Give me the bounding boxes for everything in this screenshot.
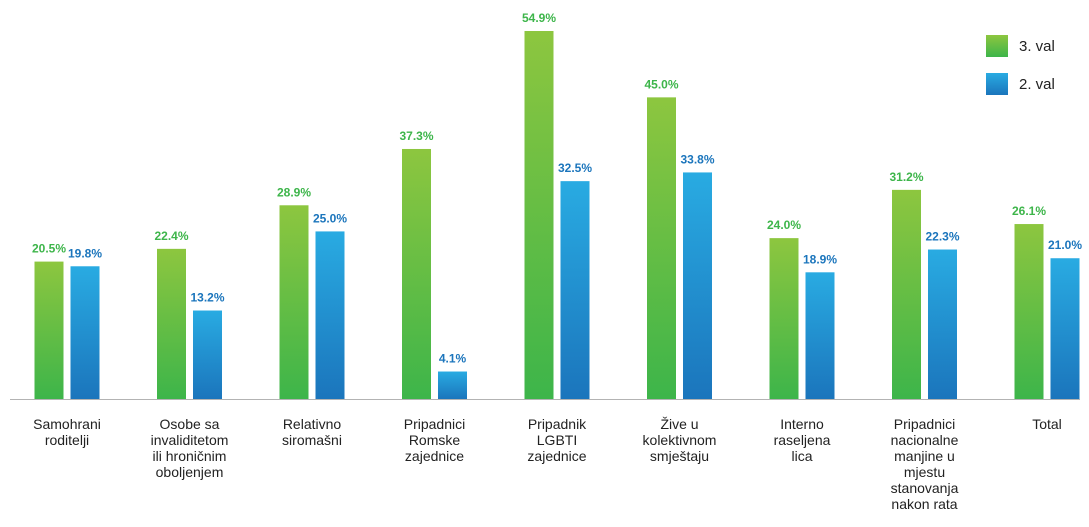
value-label-s1-4: 37.3% [399,129,433,143]
bar-s1-6 [647,97,676,399]
category-label-8-line-6: nakon rata [891,496,957,512]
category-label-2-line-3: ili hroničnim [153,448,227,464]
category-label-4-line-1: Pripadnici [404,416,465,432]
bar-s1-4 [402,149,431,399]
category-label-1-line-1: Samohrani [33,416,101,432]
bar-s1-5 [525,31,554,399]
category-label-5-line-1: Pripadnik [528,416,587,432]
category-label-8-line-1: Pripadnici [894,416,955,432]
category-label-8: Pripadnici nacionalne manjine u mjestu stano… [891,416,959,512]
bar-s2-4 [438,372,467,399]
category-label-5-line-2: LGBTI [537,432,577,448]
category-label-8-line-5: stanovanja [891,480,959,496]
value-label-s2-5: 32.5% [558,161,592,175]
category-label-6-line-1: Žive u [660,416,698,432]
value-labels-group: 20.5% 19.8% 22.4% 13.2% 28.9%25.0% 37.3% 4.1% 5… [32,11,1082,366]
value-label-s1-7: 24.0% [767,218,801,232]
value-label-s1-2: 22.4% [154,229,188,243]
bar-s2-9 [1051,258,1080,399]
category-label-7-line-3: lica [791,448,812,464]
value-label-s2-4: 4.1% [439,352,467,366]
value-label-s2-7: 18.9% [803,252,837,266]
category-labels-group: Samohrani roditelji Osobe sa invaliditetom i… [33,416,1062,512]
category-label-7-line-1: Interno [780,416,824,432]
bar-s2-7 [806,272,835,399]
bar-s2-5 [561,181,590,399]
category-label-8-line-3: manjine u [894,448,955,464]
legend-swatch-2 [986,73,1008,95]
category-label-4-line-2: Romske [409,432,461,448]
bar-s1-8 [892,190,921,399]
bar-s2-1 [71,266,100,399]
bar-s2-6 [683,172,712,399]
category-label-3-line-2: siromašni [282,432,342,448]
bar-s2-8 [928,250,957,399]
value-label-s2-8: 22.3% [925,230,959,244]
value-label-s2-3: 25.0% [313,211,347,225]
category-label-2-line-4: oboljenjem [156,464,224,480]
category-label-7: Interno raseljena lica [774,416,831,464]
category-label-5-line-3: zajednice [527,448,586,464]
category-label-7-line-2: raseljena [774,432,831,448]
bar-s2-3 [316,231,345,399]
category-label-3: Relativno siromašni [282,416,342,448]
legend-label-2: 2. val [1019,76,1055,93]
bars-group [35,31,1080,399]
category-label-1-line-2: roditelji [45,432,89,448]
value-label-s1-5: 54.9% [522,11,556,25]
legend: 3. val 2. val [986,35,1055,95]
category-label-6-line-2: kolektivnom [643,432,717,448]
category-label-2-line-1: Osobe sa [160,416,220,432]
category-label-8-line-4: mjestu [904,464,945,480]
category-label-2: Osobe sa invaliditetom ili hroničnim obolje… [151,416,229,480]
value-label-s2-2: 13.2% [190,291,224,305]
bar-s1-1 [35,262,64,399]
category-label-9: Total [1032,416,1062,432]
legend-label-1: 3. val [1019,38,1055,55]
category-label-1: Samohrani roditelji [33,416,101,448]
bar-s1-9 [1015,224,1044,399]
bar-s1-3 [280,205,309,399]
category-label-4-line-3: zajednice [405,448,464,464]
legend-swatch-1 [986,35,1008,57]
category-label-6-line-3: smještaju [650,448,709,464]
value-label-s1-9: 26.1% [1012,204,1046,218]
category-label-5: Pripadnik LGBTI zajednice [527,416,587,464]
category-label-2-line-2: invaliditetom [151,432,229,448]
value-label-s2-9: 21.0% [1048,238,1082,252]
category-label-4: Pripadnici Romske zajednice [404,416,465,464]
value-label-s1-8: 31.2% [889,170,923,184]
value-label-s2-1: 19.8% [68,246,102,260]
bar-s1-7 [770,238,799,399]
category-label-8-line-2: nacionalne [891,432,959,448]
bar-s2-2 [193,311,222,399]
value-label-s1-1: 20.5% [32,242,66,256]
value-label-s2-6: 33.8% [680,152,714,166]
value-label-s1-3: 28.9% [277,185,311,199]
category-label-9-line-1: Total [1032,416,1062,432]
category-label-3-line-1: Relativno [283,416,342,432]
value-label-s1-6: 45.0% [644,77,678,91]
bar-s1-2 [157,249,186,399]
category-label-6: Žive u kolektivnom smještaju [643,416,717,464]
